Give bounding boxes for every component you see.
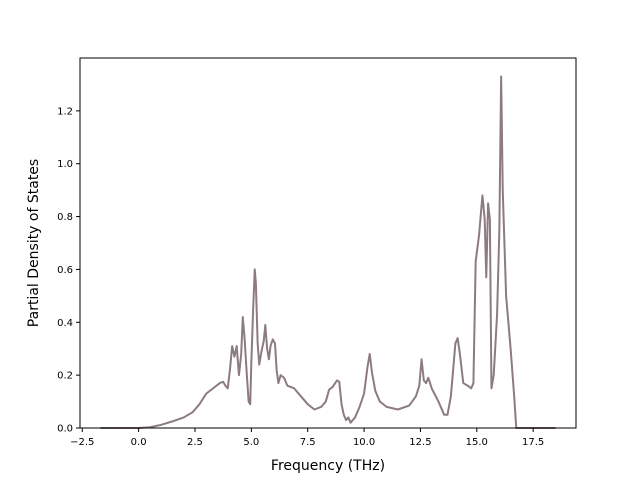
pdos-series-line-0 [100, 75, 556, 429]
x-tick-label: 5.0 [243, 437, 259, 448]
x-axis-label: Frequency (THz) [271, 458, 385, 474]
y-tick-label: 1.2 [57, 106, 73, 117]
x-tick-label: 7.5 [300, 437, 316, 448]
x-tick-label: 12.5 [409, 437, 431, 448]
y-tick-label: 0.6 [57, 265, 73, 276]
y-tick-label: 1.0 [57, 159, 73, 170]
y-axis-ticks: 0.0 0.2 0.4 0.6 0.8 1.0 1.2 [57, 106, 80, 435]
x-axis-ticks: −2.5 0.0 2.5 5.0 7.5 10.0 12.5 15.0 17.5 [70, 428, 544, 448]
x-tick-label: 10.0 [353, 437, 375, 448]
axes-frame [79, 57, 577, 429]
x-tick-label: 2.5 [187, 437, 203, 448]
x-tick-label: 15.0 [466, 437, 488, 448]
y-tick-label: 0.2 [57, 371, 73, 382]
x-tick-label: 0.0 [131, 437, 147, 448]
x-tick-label: −2.5 [70, 437, 94, 448]
y-tick-label: 0.4 [57, 318, 73, 329]
y-tick-label: 0.0 [57, 424, 73, 435]
y-tick-label: 0.8 [57, 212, 73, 223]
plot-area [100, 75, 556, 429]
y-axis-label: Partial Density of States [26, 159, 42, 327]
x-tick-label: 17.5 [522, 437, 544, 448]
